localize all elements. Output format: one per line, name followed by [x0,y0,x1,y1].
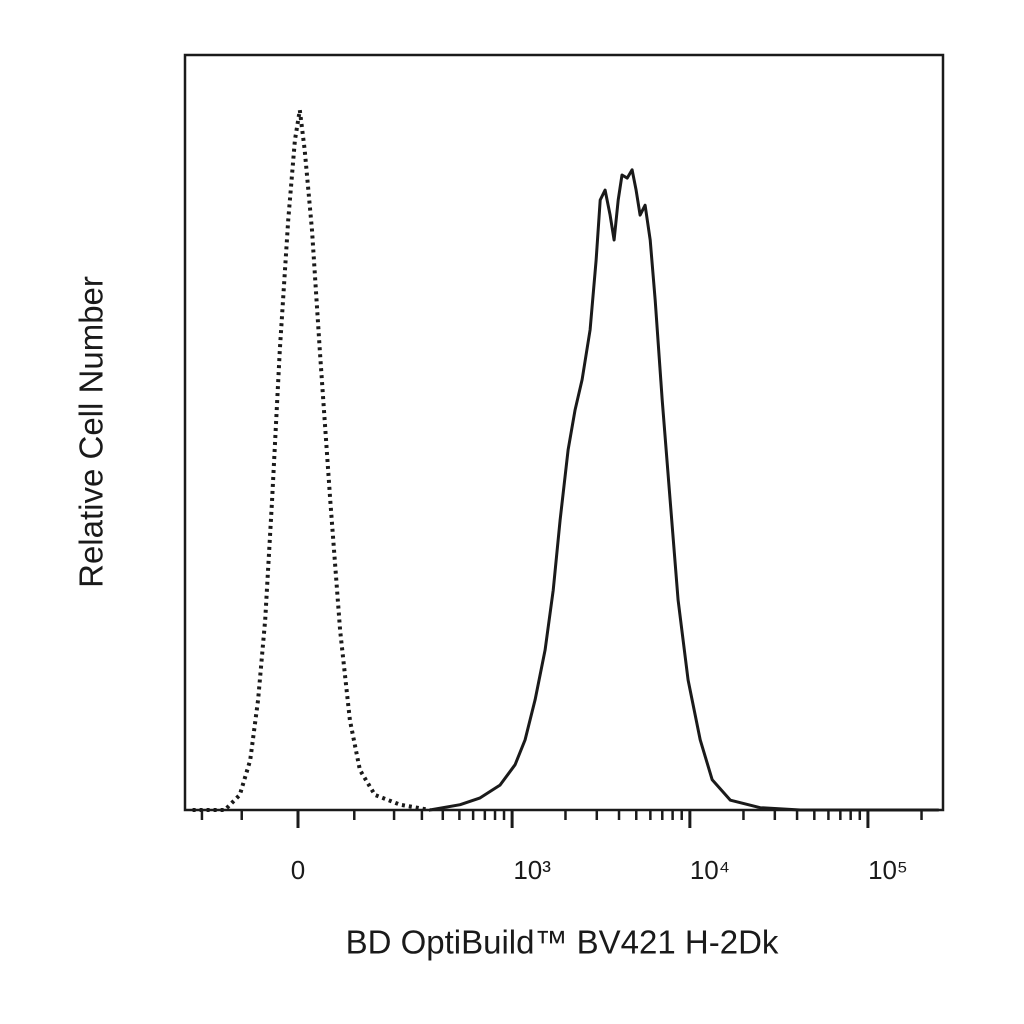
x-tick-label: 0 [291,855,305,885]
histogram-line [192,108,431,812]
plot-frame [183,53,945,812]
y-axis-label: Relative Cell Number [73,276,110,588]
histogram-line [429,168,939,812]
x-tick-label: 10³ [513,855,551,885]
x-tick-label: 10⁵ [868,855,908,885]
x-axis-label: BD OptiBuild™ BV421 H-2Dk [346,924,779,961]
x-tick-label: 10⁴ [690,855,730,885]
